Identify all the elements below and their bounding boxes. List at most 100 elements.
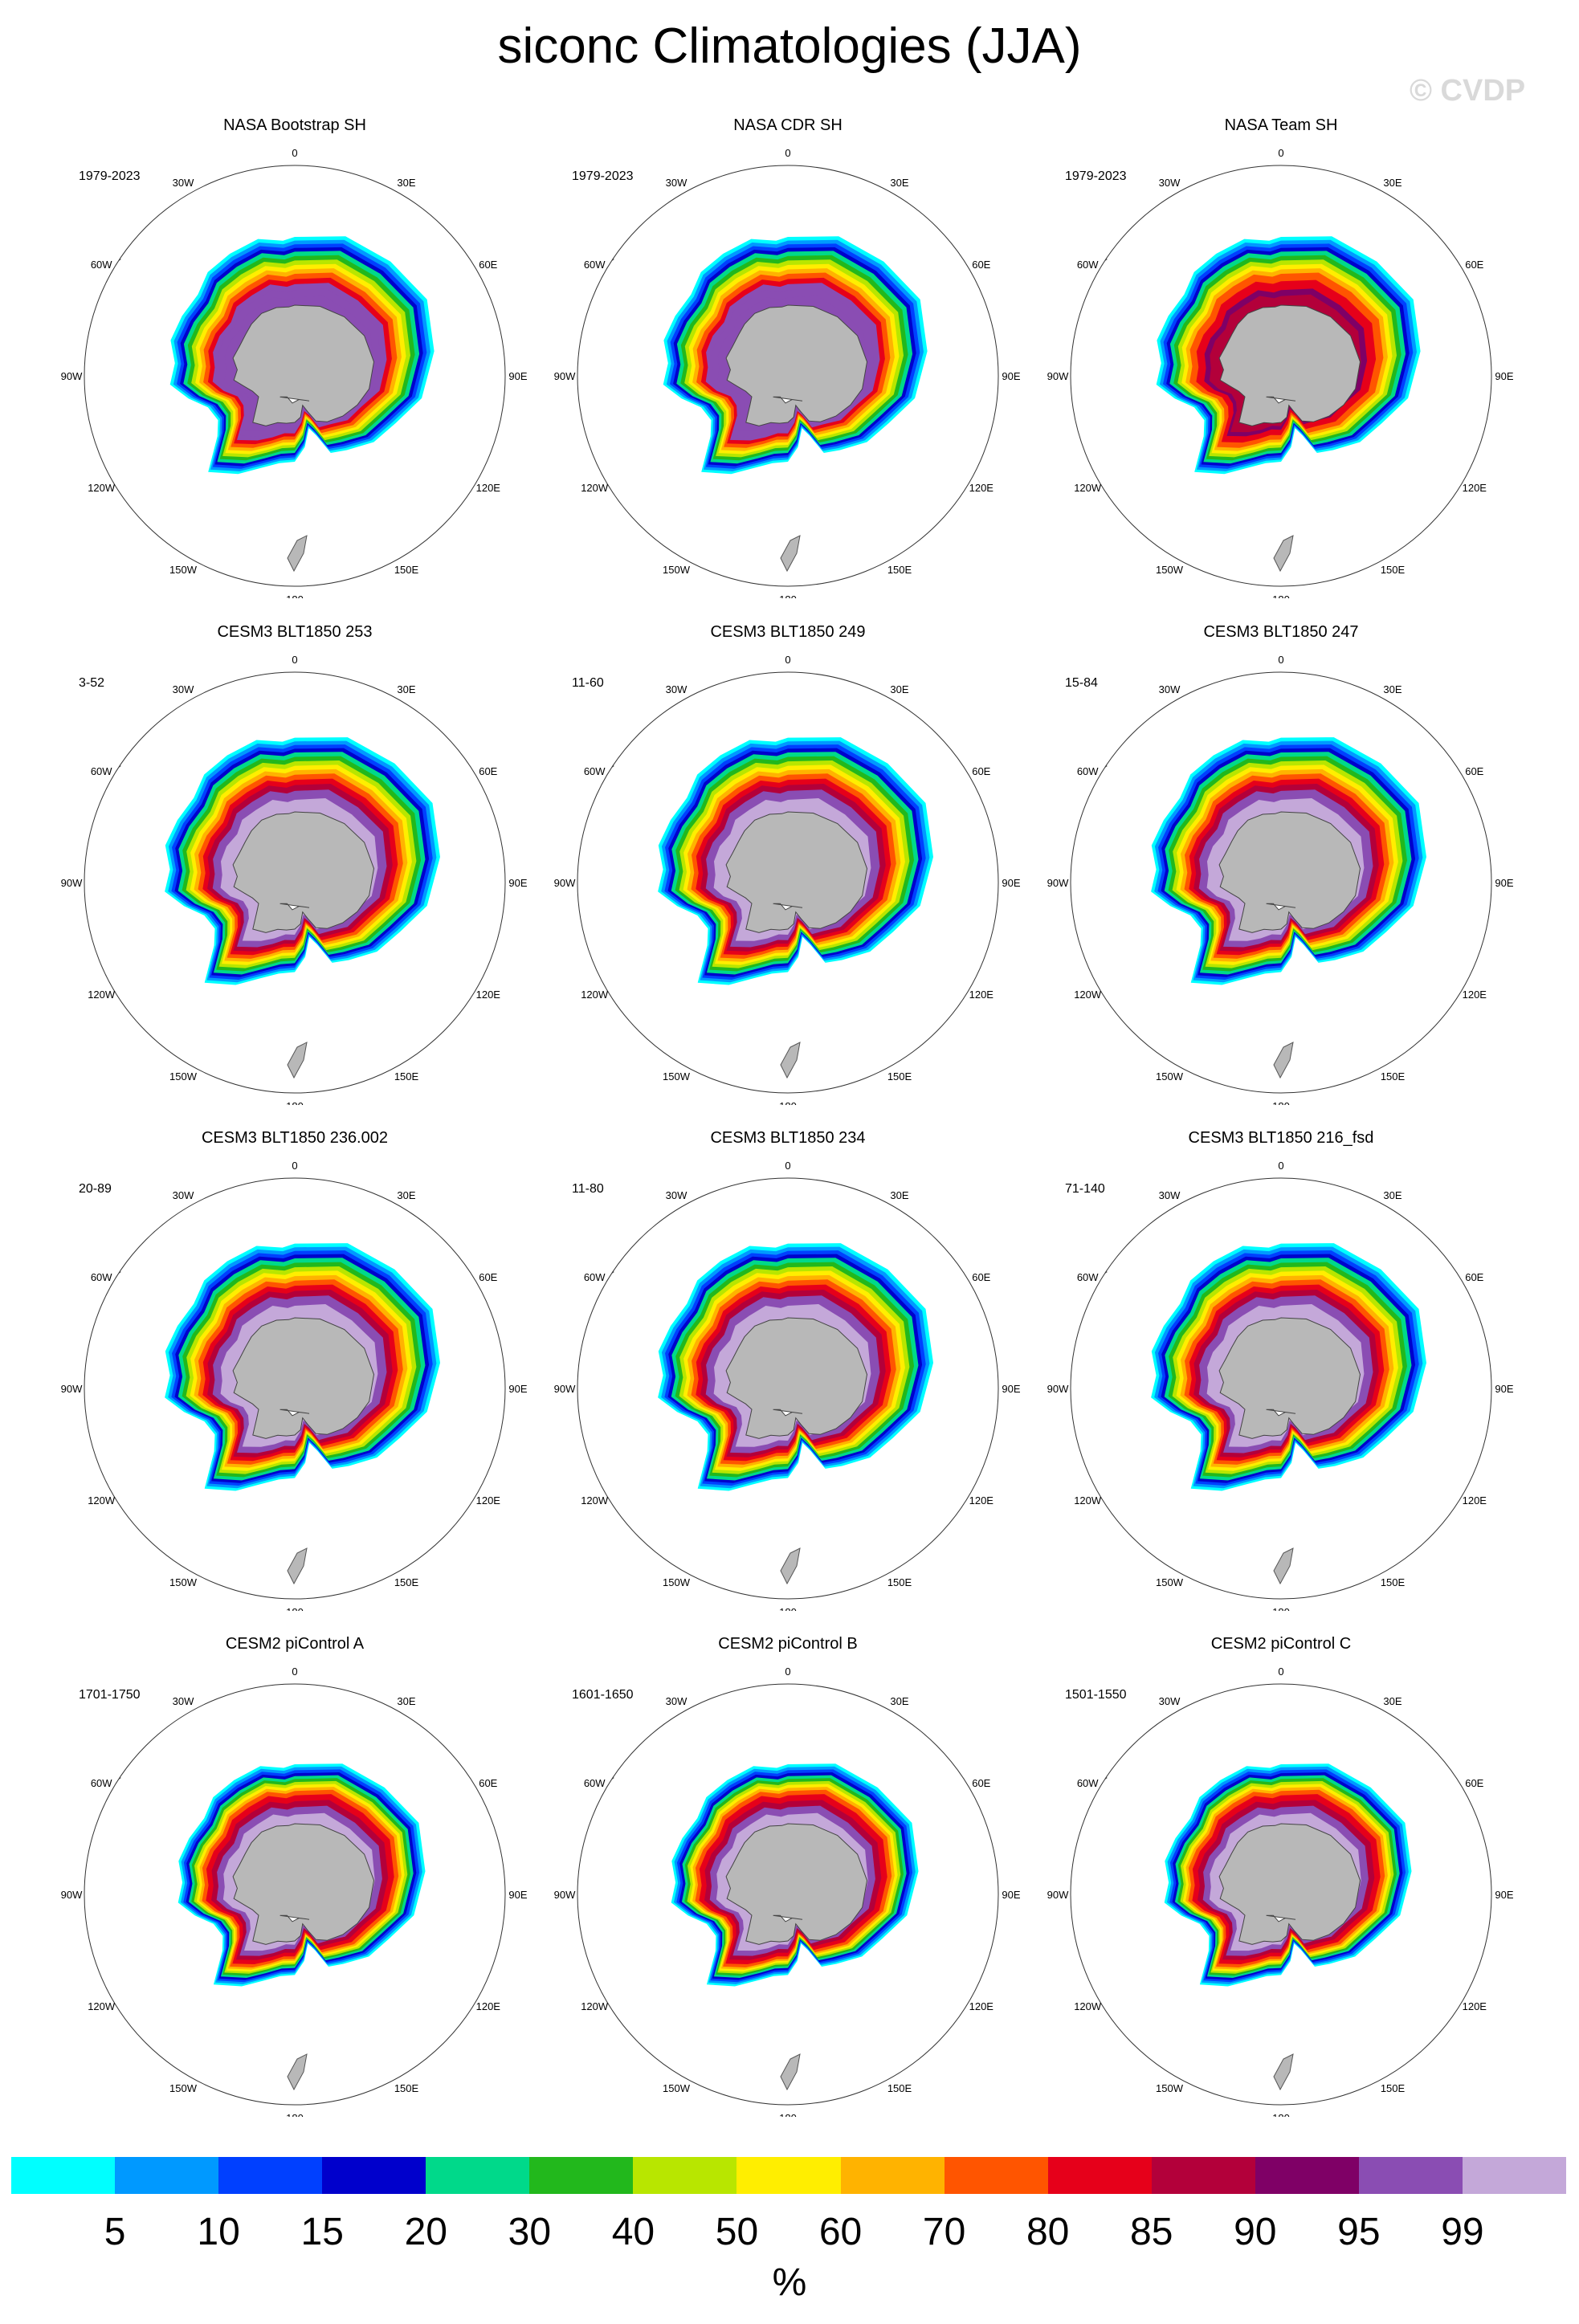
longitude-label: 60W xyxy=(1077,765,1099,777)
longitude-label: 180 xyxy=(1272,593,1290,598)
longitude-label: 60W xyxy=(91,1271,112,1283)
ross-ice-shelf xyxy=(773,396,803,404)
panel-title: NASA CDR SH xyxy=(733,116,843,134)
longitude-label: 180 xyxy=(1272,2112,1290,2117)
longitude-label: 150E xyxy=(887,2082,912,2094)
longitude-label: 120W xyxy=(88,1494,116,1507)
longitude-label: 0 xyxy=(292,1666,297,1678)
longitude-label: 120W xyxy=(581,1494,609,1507)
panel-period: 20-89 xyxy=(79,1182,112,1196)
longitude-label: 180 xyxy=(1272,1100,1290,1105)
tasmania-land xyxy=(1451,1032,1469,1050)
colorbar-tick-label: 90 xyxy=(1234,2211,1277,2253)
panel-title: CESM3 BLT1850 249 xyxy=(710,623,866,641)
longitude-label: 90W xyxy=(554,877,576,889)
longitude-label: 120E xyxy=(476,482,501,494)
longitude-label: 120E xyxy=(969,1494,994,1507)
longitude-label: 180 xyxy=(286,2112,304,2117)
longitude-label: 150W xyxy=(169,564,198,576)
new-zealand-land xyxy=(1273,1547,1294,1585)
new-zealand-land xyxy=(1273,1042,1294,1079)
colorbar-tick-label: 50 xyxy=(715,2211,759,2253)
map-panel: CESM2 piControl A 1701-1750 0 30E 60E 90E 120E… xyxy=(48,1635,541,2117)
longitude-label: 120E xyxy=(1463,1494,1487,1507)
longitude-label: 120W xyxy=(1074,482,1102,494)
map-panel: NASA CDR SH 1979-2023 0 30E 60E 90E 120E 150E 18… xyxy=(541,116,1034,598)
longitude-label: 90E xyxy=(508,1889,527,1901)
longitude-label: 150W xyxy=(169,2082,198,2094)
ross-ice-shelf xyxy=(773,1914,803,1922)
panel-title: CESM3 BLT1850 253 xyxy=(217,623,373,641)
longitude-label: 180 xyxy=(779,1100,797,1105)
tasmania-land xyxy=(465,525,483,543)
antarctica-land xyxy=(725,1823,868,1945)
longitude-label: 150E xyxy=(887,1576,912,1588)
longitude-label: 150E xyxy=(394,1070,419,1082)
longitude-label: 150E xyxy=(1381,1576,1406,1588)
tasmania-land xyxy=(958,2044,976,2061)
new-zealand-land xyxy=(780,1042,801,1079)
colorbar-tick-label: 80 xyxy=(1026,2211,1070,2253)
longitude-label: 60W xyxy=(584,1777,606,1789)
longitude-label: 150E xyxy=(1381,1070,1406,1082)
panel-period: 11-80 xyxy=(572,1182,604,1196)
tasmania-land xyxy=(1451,2044,1469,2061)
antarctica-land xyxy=(232,1823,375,1945)
longitude-label: 0 xyxy=(785,147,790,159)
longitude-label: 60W xyxy=(1077,1271,1099,1283)
longitude-label: 90W xyxy=(61,370,83,382)
longitude-label: 30E xyxy=(1383,1189,1402,1201)
colorbar-box xyxy=(840,2157,945,2194)
longitude-label: 90W xyxy=(61,1383,83,1395)
longitude-label: 120W xyxy=(88,2000,116,2012)
tasmania-land xyxy=(1451,525,1469,543)
longitude-label: 90E xyxy=(1495,370,1513,382)
colorbar-tick-label: 5 xyxy=(104,2211,126,2253)
ross-ice-shelf xyxy=(1266,1409,1296,1417)
longitude-label: 180 xyxy=(286,1606,304,1611)
cvdp-watermark: © CVDP xyxy=(1410,74,1526,108)
map-border xyxy=(577,1177,999,1600)
colorbar-tick-label: 70 xyxy=(922,2211,966,2253)
antarctica-land xyxy=(725,304,868,426)
longitude-label: 60E xyxy=(1465,765,1483,777)
longitude-label: 150W xyxy=(663,1070,691,1082)
longitude-label: 30W xyxy=(1159,683,1181,695)
longitude-label: 30E xyxy=(397,683,415,695)
colorbar-tick-label: 95 xyxy=(1337,2211,1381,2253)
colorbar-tick-label: 30 xyxy=(508,2211,552,2253)
panel-period: 3-52 xyxy=(79,676,105,690)
colorbar-box xyxy=(426,2157,530,2194)
panel-title: NASA Bootstrap SH xyxy=(223,116,366,134)
colorbar-tick-label: 85 xyxy=(1130,2211,1173,2253)
longitude-label: 60W xyxy=(584,765,606,777)
longitude-label: 90W xyxy=(1047,1383,1069,1395)
antarctica-land xyxy=(1218,1317,1361,1439)
longitude-label: 150W xyxy=(1156,564,1184,576)
map-border xyxy=(577,165,999,587)
antarctica-land xyxy=(1218,304,1361,426)
longitude-label: 0 xyxy=(785,1160,790,1172)
longitude-label: 120W xyxy=(88,989,116,1001)
longitude-label: 60W xyxy=(584,1271,606,1283)
longitude-label: 90W xyxy=(1047,370,1069,382)
map-panel: CESM2 piControl C 1501-1550 0 30E 60E 90E 120E… xyxy=(1034,1635,1528,2117)
longitude-label: 30W xyxy=(666,683,687,695)
longitude-label: 30W xyxy=(173,1189,194,1201)
map-panel: CESM3 BLT1850 247 15-84 0 30E 60E 90E 120E 150E… xyxy=(1034,623,1528,1105)
longitude-label: 180 xyxy=(1272,1606,1290,1611)
longitude-label: 30W xyxy=(1159,177,1181,189)
colorbar-box xyxy=(1358,2157,1463,2194)
panel-period: 1979-2023 xyxy=(79,169,141,183)
polar-map: 0 30E 60E 90E 120E 150E 180 150W 120W 90W 60W 30W xyxy=(1047,654,1514,1105)
longitude-label: 90W xyxy=(554,370,576,382)
longitude-label: 120E xyxy=(969,2000,994,2012)
longitude-label: 90E xyxy=(1002,1889,1020,1901)
colorbar xyxy=(11,2157,1566,2194)
map-border xyxy=(1070,1177,1492,1600)
colorbar-tick-label: 15 xyxy=(300,2211,344,2253)
longitude-label: 0 xyxy=(785,654,790,666)
tasmania-land xyxy=(958,525,976,543)
colorbar-tick-label: 99 xyxy=(1441,2211,1484,2253)
longitude-label: 60E xyxy=(972,765,990,777)
